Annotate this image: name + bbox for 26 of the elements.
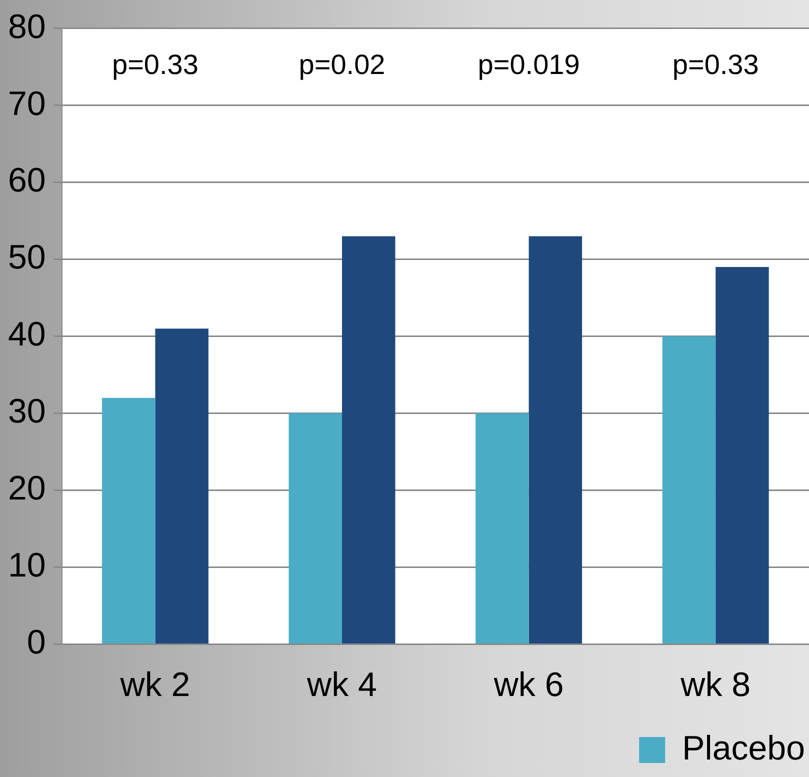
- bar: [155, 328, 208, 644]
- y-tick-label: 40: [8, 316, 46, 354]
- y-tick-label: 0: [26, 624, 46, 662]
- bar: [528, 236, 582, 644]
- bar: [716, 267, 769, 644]
- bar: [102, 398, 156, 644]
- annotation: p=0.02: [298, 49, 386, 80]
- x-tick-label: wk 8: [680, 666, 751, 704]
- bar: [342, 236, 396, 644]
- x-tick-label: wk 4: [306, 666, 377, 704]
- y-tick-label: 20: [8, 470, 46, 508]
- y-tick-label: 50: [8, 238, 46, 277]
- x-tick-label: wk 2: [119, 666, 190, 704]
- x-tick-label: wk 6: [492, 666, 564, 704]
- legend-label: Placebo: [682, 729, 806, 768]
- annotation: p=0.019: [478, 49, 580, 80]
- y-tick-label: 60: [8, 162, 46, 200]
- y-tick-label: 30: [8, 392, 46, 431]
- bar: [476, 413, 529, 644]
- bar: [662, 336, 716, 644]
- annotation: p=0.33: [112, 49, 198, 80]
- y-tick-label: 80: [8, 8, 46, 46]
- bar: [288, 413, 342, 644]
- y-tick-label: 70: [8, 84, 46, 123]
- annotation: p=0.33: [672, 49, 759, 80]
- y-tick-label: 10: [8, 546, 46, 585]
